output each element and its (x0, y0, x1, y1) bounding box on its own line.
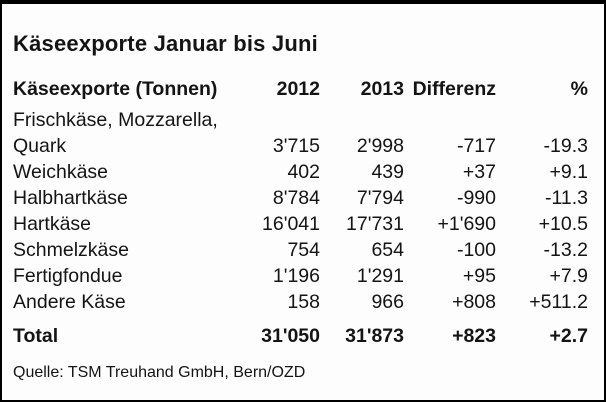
total-2013: 31'873 (345, 325, 404, 347)
value-differenz: -990 (456, 187, 496, 209)
row-label: Hartkäse (13, 213, 92, 235)
value-differenz: +37 (462, 161, 496, 183)
value-2013: 17'731 (346, 213, 404, 235)
value-2012: 8'784 (272, 187, 320, 209)
value-2013: 7'794 (356, 187, 404, 209)
value-2013: 439 (371, 161, 404, 183)
table-row: Schmelzkäse 754 654 -100 -13.2 (13, 237, 588, 263)
value-differenz: +95 (462, 265, 496, 287)
total-label: Total (13, 325, 59, 347)
row-label: Frischkäse, Mozzarella, Quark (13, 109, 218, 157)
value-percent: +511.2 (529, 291, 588, 313)
value-2013: 966 (371, 291, 404, 313)
value-differenz: +1'690 (437, 213, 497, 235)
row-label: Fertigfondue (13, 265, 123, 287)
column-header-percent: % (570, 78, 588, 100)
column-header-2013: 2013 (360, 78, 404, 100)
page-title: Käseexporte Januar bis Juni (13, 31, 318, 56)
table-row: Frischkäse, Mozzarella, Quark 3'715 2'99… (13, 107, 588, 159)
table-row: Fertigfondue 1'196 1'291 +95 +7.9 (13, 263, 588, 289)
row-label: Andere Käse (13, 291, 126, 313)
row-label: Halbhartkäse (13, 187, 128, 209)
value-differenz: +808 (452, 291, 496, 313)
value-2013: 1'291 (356, 265, 404, 287)
source-caption: Quelle: TSM Treuhand GmbH, Bern/OZD (13, 364, 306, 381)
total-differenz: +823 (452, 325, 496, 347)
value-2012: 1'196 (272, 265, 320, 287)
value-percent: +7.9 (549, 265, 589, 287)
value-2013: 2'998 (356, 135, 404, 157)
column-header-label: Käseexporte (Tonnen) (13, 78, 218, 100)
table-total-row: Total 31'050 31'873 +823 +2.7 (13, 315, 588, 349)
value-differenz: -100 (456, 239, 496, 261)
value-2012: 16'041 (262, 213, 320, 235)
value-2012: 3'715 (272, 135, 320, 157)
value-differenz: -717 (456, 135, 496, 157)
value-2012: 754 (287, 239, 320, 261)
table-row: Halbhartkäse 8'784 7'794 -990 -11.3 (13, 185, 588, 211)
table-row: Hartkäse 16'041 17'731 +1'690 +10.5 (13, 211, 588, 237)
value-percent: -19.3 (543, 135, 588, 157)
value-percent: -13.2 (543, 239, 588, 261)
table-row: Andere Käse 158 966 +808 +511.2 (13, 289, 588, 315)
total-2012: 31'050 (261, 325, 320, 347)
table-header-row: Käseexporte (Tonnen) 2012 2013 Differenz… (13, 76, 588, 107)
value-percent: +10.5 (538, 213, 588, 235)
value-2012: 402 (287, 161, 320, 183)
total-percent: +2.7 (549, 325, 589, 347)
table-row: Weichkäse 402 439 +37 +9.1 (13, 159, 588, 185)
column-header-differenz: Differenz (412, 78, 496, 100)
value-2013: 654 (371, 239, 404, 261)
value-percent: +9.1 (549, 161, 589, 183)
value-2012: 158 (287, 291, 320, 313)
column-header-2012: 2012 (276, 78, 320, 100)
row-label: Weichkäse (13, 161, 109, 183)
cheese-export-table: Käseexporte (Tonnen) 2012 2013 Differenz… (13, 76, 588, 349)
value-percent: -11.3 (545, 187, 588, 209)
row-label: Schmelzkäse (13, 239, 129, 261)
